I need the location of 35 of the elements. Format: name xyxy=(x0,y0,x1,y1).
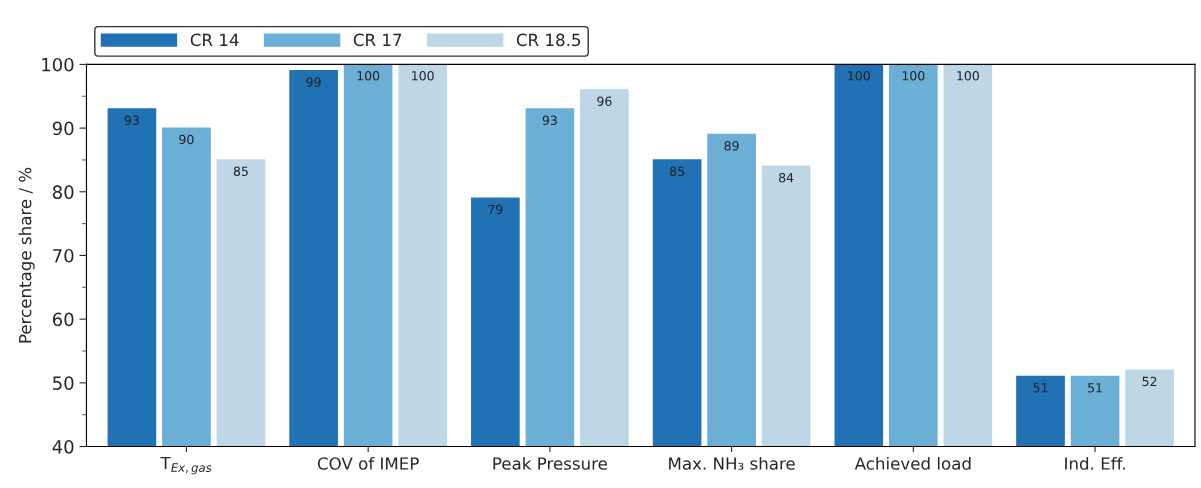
legend-label: CR 18.5 xyxy=(516,33,581,47)
data-label: 96 xyxy=(597,96,612,106)
data-label: 100 xyxy=(848,71,870,81)
data-label: 85 xyxy=(669,166,684,176)
x-tick-label: Max. NH₃ share xyxy=(669,456,795,470)
data-label: 100 xyxy=(357,71,380,81)
y-tick-label: 40 xyxy=(52,439,74,454)
data-label: 51 xyxy=(1033,383,1048,393)
y-tick-label: 90 xyxy=(52,121,74,136)
x-tick-label: Peak Pressure xyxy=(493,456,607,470)
data-label: 99 xyxy=(306,77,321,87)
x-tick-label: Ind. Eff. xyxy=(1065,456,1125,470)
data-label: 84 xyxy=(779,172,794,183)
data-label: 90 xyxy=(179,134,194,145)
data-label: 51 xyxy=(1088,383,1102,393)
data-label: 52 xyxy=(1142,376,1157,387)
x-tick-label: COV of IMEP xyxy=(317,456,419,470)
data-label: 89 xyxy=(724,141,739,151)
data-label: 100 xyxy=(412,71,434,81)
x-tick-label: T$_{Ex,gas}$ xyxy=(160,456,212,475)
legend-label: CR 17 xyxy=(353,33,402,47)
data-label: 93 xyxy=(542,115,557,126)
y-tick-label: 50 xyxy=(53,376,74,390)
data-label: 93 xyxy=(124,115,139,126)
y-tick-label: 70 xyxy=(53,248,74,263)
data-label: 85 xyxy=(233,166,248,176)
data-label: 100 xyxy=(902,71,925,81)
y-axis-title: Percentage share / % xyxy=(18,167,35,343)
y-tick-label: 60 xyxy=(52,312,74,327)
data-label: 79 xyxy=(488,204,503,215)
y-tick-label: 100 xyxy=(42,57,74,72)
x-tick-label: Achieved load xyxy=(854,456,971,470)
data-label: 100 xyxy=(957,71,979,81)
legend-label: CR 14 xyxy=(190,33,239,47)
y-tick-label: 80 xyxy=(52,185,74,199)
